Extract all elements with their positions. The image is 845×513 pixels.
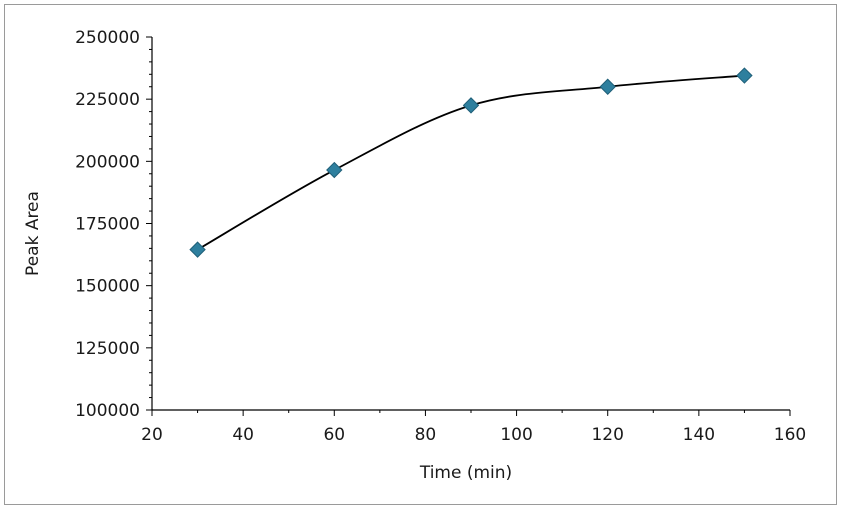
y-tick-label-200000: 200000 (75, 152, 140, 172)
y-tick-label-100000: 100000 (75, 401, 140, 421)
y-tick-label-225000: 225000 (75, 90, 140, 110)
y-axis-title: Peak Area (23, 191, 43, 276)
x-tick-label-20: 20 (141, 425, 163, 445)
x-tick-label-160: 160 (774, 425, 806, 445)
data-point-60 (326, 161, 343, 179)
y-tick-label-150000: 150000 (75, 277, 140, 297)
data-point-90 (462, 97, 480, 114)
x-tick-label-40: 40 (232, 425, 254, 445)
y-tick-label-250000: 250000 (75, 28, 140, 48)
y-tick-label-125000: 125000 (75, 339, 140, 359)
x-axis-title: Time (min) (419, 463, 512, 483)
x-tick-label-60: 60 (323, 425, 345, 445)
markers (189, 67, 753, 258)
x-tick-label-120: 120 (591, 425, 623, 445)
chart-frame (4, 4, 837, 505)
data-point-150 (736, 67, 753, 84)
data-point-30 (189, 241, 206, 258)
x-tick-label-80: 80 (415, 425, 437, 445)
y-ticks: 100000 125000 150000 175000 200000 225000 2500… (75, 28, 152, 421)
y-tick-label-175000: 175000 (75, 215, 140, 235)
x-ticks: 20 40 60 80 100 120 140 160 (141, 410, 806, 445)
x-tick-label-140: 140 (683, 425, 715, 445)
data-point-120 (599, 78, 616, 95)
x-tick-label-100: 100 (500, 425, 532, 445)
axes (151, 37, 790, 411)
